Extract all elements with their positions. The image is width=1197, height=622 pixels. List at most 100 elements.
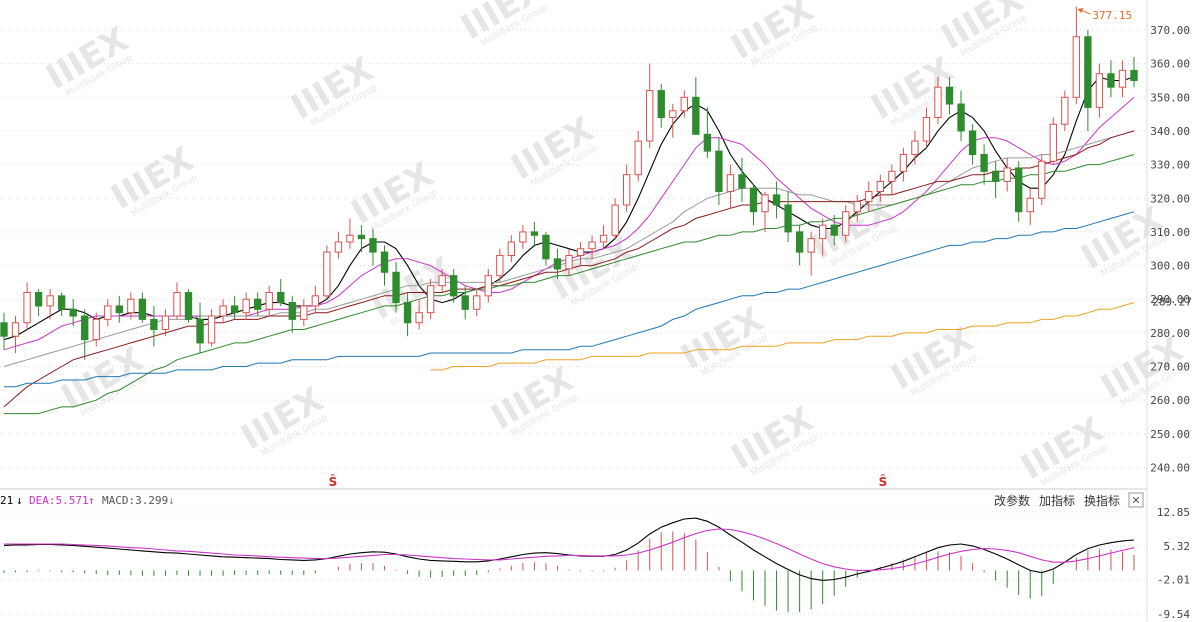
candle[interactable] — [450, 268, 458, 303]
close-icon[interactable]: ✕ — [1131, 494, 1140, 507]
candle[interactable] — [1107, 60, 1115, 98]
candle[interactable] — [461, 285, 469, 320]
candle[interactable] — [599, 225, 608, 249]
candle[interactable] — [1038, 154, 1046, 205]
candle[interactable] — [657, 83, 665, 128]
candle[interactable] — [438, 268, 446, 293]
candle[interactable] — [127, 292, 135, 320]
candle[interactable] — [1061, 90, 1069, 131]
candle[interactable] — [899, 147, 908, 182]
candle[interactable] — [11, 316, 20, 354]
candle[interactable] — [980, 144, 988, 185]
candle[interactable] — [392, 262, 400, 313]
candle[interactable] — [23, 282, 31, 330]
candle[interactable] — [265, 285, 273, 317]
candle[interactable] — [34, 289, 43, 317]
candle[interactable] — [634, 130, 642, 182]
candle[interactable] — [761, 191, 769, 232]
candle[interactable] — [254, 292, 262, 317]
candle[interactable] — [92, 312, 100, 347]
candle[interactable] — [795, 225, 804, 266]
candle[interactable] — [772, 181, 781, 219]
candle[interactable] — [242, 292, 250, 320]
candle[interactable] — [1130, 56, 1138, 88]
candle[interactable] — [807, 231, 815, 276]
candle[interactable] — [611, 198, 619, 239]
candle[interactable] — [369, 228, 377, 266]
candle[interactable] — [1084, 30, 1092, 131]
candle[interactable] — [115, 295, 123, 323]
close-indicator-button[interactable] — [1128, 492, 1144, 508]
candle[interactable] — [842, 204, 850, 242]
candle[interactable] — [715, 137, 723, 205]
candle[interactable] — [646, 63, 654, 148]
candle[interactable] — [104, 299, 112, 327]
candle[interactable] — [957, 90, 965, 142]
candle[interactable] — [357, 225, 366, 253]
candle[interactable] — [749, 184, 758, 226]
candle[interactable] — [484, 268, 492, 303]
candle[interactable] — [380, 245, 389, 286]
candle[interactable] — [576, 241, 585, 266]
candle[interactable] — [934, 77, 942, 125]
candle[interactable] — [1015, 161, 1023, 222]
candle[interactable] — [703, 107, 712, 158]
candle[interactable] — [1072, 6, 1081, 105]
candle[interactable] — [81, 309, 89, 360]
candle[interactable] — [553, 248, 562, 280]
candle[interactable] — [922, 107, 931, 148]
candle[interactable] — [311, 285, 319, 313]
candle[interactable] — [1118, 60, 1127, 98]
candle[interactable] — [346, 218, 354, 249]
candle[interactable] — [46, 289, 54, 320]
candle[interactable] — [161, 309, 170, 337]
candle[interactable] — [726, 164, 735, 209]
candle[interactable] — [57, 292, 66, 317]
signal-marker-1[interactable]: Ŝ — [329, 474, 338, 489]
candle[interactable] — [323, 245, 331, 300]
candle[interactable] — [865, 181, 873, 212]
candle[interactable] — [738, 157, 746, 202]
candle[interactable] — [507, 235, 516, 263]
candle[interactable] — [1003, 157, 1011, 192]
candle[interactable] — [496, 248, 504, 283]
candle[interactable] — [819, 218, 827, 256]
candle[interactable] — [588, 235, 596, 259]
candle[interactable] — [288, 295, 296, 333]
candle[interactable] — [219, 299, 227, 323]
candle[interactable] — [565, 248, 573, 276]
candle[interactable] — [230, 295, 239, 320]
candle[interactable] — [277, 279, 285, 306]
candle[interactable] — [991, 161, 1000, 199]
candle[interactable] — [69, 299, 77, 327]
candle[interactable] — [1026, 188, 1034, 226]
candle[interactable] — [334, 231, 343, 259]
candle[interactable] — [173, 282, 181, 320]
candle[interactable] — [184, 289, 193, 323]
add-indicator-button[interactable]: 加指标 — [1039, 493, 1075, 508]
candle[interactable] — [911, 130, 919, 165]
candle[interactable] — [692, 77, 700, 135]
candle[interactable] — [403, 292, 412, 337]
candle[interactable] — [853, 194, 861, 222]
candle[interactable] — [622, 164, 631, 212]
candle[interactable] — [138, 292, 147, 323]
candle[interactable] — [519, 225, 527, 249]
candle[interactable] — [784, 191, 792, 242]
candle[interactable] — [669, 104, 677, 138]
candle[interactable] — [945, 77, 954, 115]
candle[interactable] — [426, 279, 435, 320]
candle[interactable] — [196, 302, 204, 354]
candle[interactable] — [888, 164, 896, 195]
candle[interactable] — [0, 312, 8, 350]
candle[interactable] — [207, 309, 216, 347]
change-params-button[interactable]: 改参数 — [994, 493, 1030, 508]
candle[interactable] — [415, 299, 423, 330]
candle[interactable] — [300, 299, 308, 327]
candle[interactable] — [542, 231, 550, 266]
signal-marker-2[interactable]: Ŝ — [879, 474, 888, 489]
candle[interactable] — [830, 215, 838, 246]
candle[interactable] — [1095, 63, 1104, 118]
candle[interactable] — [1049, 117, 1057, 165]
candle[interactable] — [968, 124, 977, 165]
